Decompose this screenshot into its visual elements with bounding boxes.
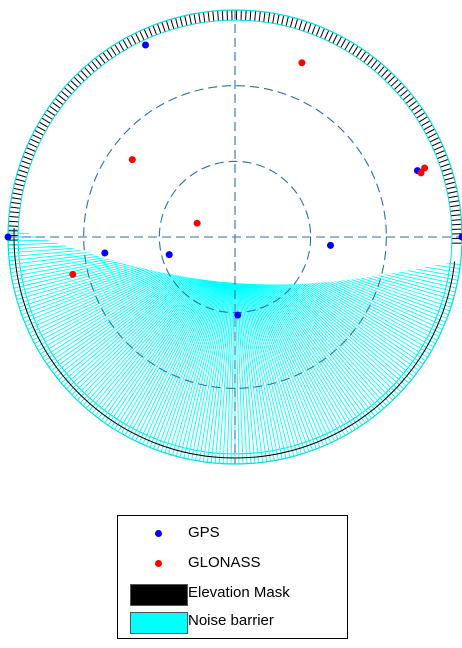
legend-item-noise-barrier: Noise barrier [118,608,347,636]
elevation-mask-swatch-icon [130,584,188,606]
legend-label-gps: GPS [188,524,220,541]
legend-item-glonass: GLONASS [118,550,347,578]
glonass-satellite-point [69,270,77,278]
gps-satellite-point [234,311,242,319]
gps-marker-icon [155,530,162,537]
noise-barrier-swatch-icon [130,612,188,634]
gps-satellite-point [142,41,149,49]
sky-plot [4,9,462,465]
legend-label-elevation-mask: Elevation Mask [188,584,290,601]
gps-satellite-point [327,241,334,249]
legend: GPS GLONASS Elevation Mask Noise barrier [117,515,348,639]
glonass-satellite-point [193,219,201,227]
gps-satellite-point [458,233,462,241]
gps-satellite-point [4,233,12,241]
glonass-satellite-point [421,164,429,172]
gps-satellite-point [101,249,109,257]
glonass-satellite-point [298,59,306,67]
glonass-satellite-point [128,156,136,164]
legend-item-gps: GPS [118,520,347,548]
series-glonass [69,59,429,278]
gps-satellite-point [165,251,173,259]
legend-item-elevation-mask: Elevation Mask [118,580,347,608]
satellite-points [4,41,462,319]
glonass-satellite-point [417,169,425,177]
series-gps [4,41,462,319]
legend-label-glonass: GLONASS [188,554,261,571]
glonass-marker-icon [155,560,162,567]
legend-label-noise-barrier: Noise barrier [188,612,274,629]
